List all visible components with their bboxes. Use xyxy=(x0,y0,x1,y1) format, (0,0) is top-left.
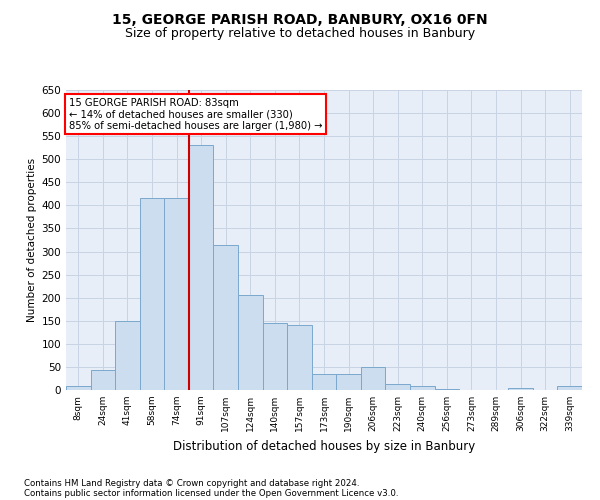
Bar xyxy=(434,388,459,390)
Bar xyxy=(385,384,410,390)
Text: Contains public sector information licensed under the Open Government Licence v3: Contains public sector information licen… xyxy=(24,488,398,498)
Bar xyxy=(140,198,164,390)
Text: Size of property relative to detached houses in Banbury: Size of property relative to detached ho… xyxy=(125,28,475,40)
Bar xyxy=(336,374,361,390)
Bar xyxy=(361,367,385,390)
Bar xyxy=(91,370,115,390)
Text: 15, GEORGE PARISH ROAD, BANBURY, OX16 0FN: 15, GEORGE PARISH ROAD, BANBURY, OX16 0F… xyxy=(112,12,488,26)
Bar xyxy=(287,326,312,390)
Bar xyxy=(263,323,287,390)
X-axis label: Distribution of detached houses by size in Banbury: Distribution of detached houses by size … xyxy=(173,440,475,452)
Bar xyxy=(214,244,238,390)
Y-axis label: Number of detached properties: Number of detached properties xyxy=(27,158,37,322)
Bar xyxy=(164,198,189,390)
Bar xyxy=(508,388,533,390)
Bar xyxy=(115,321,140,390)
Bar xyxy=(312,374,336,390)
Bar xyxy=(238,296,263,390)
Bar xyxy=(189,146,214,390)
Bar xyxy=(410,386,434,390)
Text: 15 GEORGE PARISH ROAD: 83sqm
← 14% of detached houses are smaller (330)
85% of s: 15 GEORGE PARISH ROAD: 83sqm ← 14% of de… xyxy=(68,98,322,130)
Bar xyxy=(557,386,582,390)
Text: Contains HM Land Registry data © Crown copyright and database right 2024.: Contains HM Land Registry data © Crown c… xyxy=(24,478,359,488)
Bar xyxy=(66,386,91,390)
